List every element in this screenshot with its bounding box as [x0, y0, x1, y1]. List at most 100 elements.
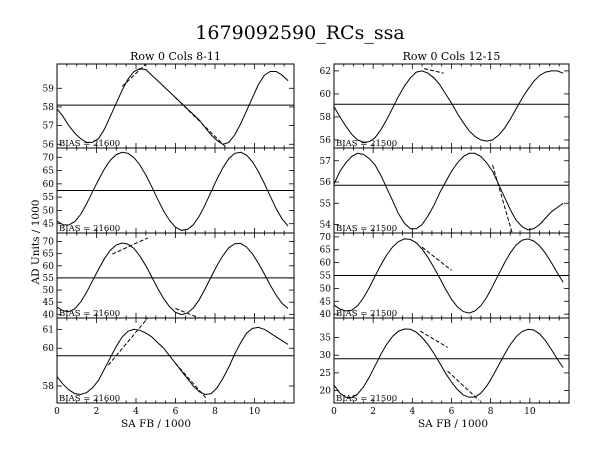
y-tick-label: 70	[320, 233, 332, 243]
x-tick-label: 10	[524, 407, 536, 417]
fit-line-dashed	[421, 246, 452, 271]
series-group	[334, 68, 564, 143]
figure-title: 1679092590_RCs_ssa	[195, 22, 404, 44]
y-tick-label: 55	[43, 193, 55, 203]
y-tick-label: 56	[43, 140, 55, 150]
y-tick-label: 62	[320, 67, 331, 77]
series-group	[57, 318, 289, 400]
y-tick-label: 50	[43, 206, 55, 216]
panel-frame	[56, 63, 295, 149]
series-group	[57, 64, 289, 148]
chart-panel-left-3: 40 45 50 55 60 65 70 BIAS = 21600	[43, 232, 295, 320]
y-axis-label: AD Units / 1000	[30, 200, 42, 286]
y-tick-label: 60	[320, 90, 332, 100]
y-tick-label: 60	[43, 262, 55, 272]
y-tick-label: 58	[43, 103, 55, 113]
series-group	[57, 237, 289, 318]
panel-frame	[333, 147, 570, 234]
panel-frame	[333, 63, 570, 149]
panel-subtitle: Row 0 Cols 12-15	[403, 50, 501, 63]
fit-line-dashed	[423, 68, 444, 74]
y-tick-label: 25	[320, 369, 332, 379]
y-tick-label: 55	[320, 272, 332, 282]
y-tick-label: 50	[43, 286, 55, 296]
x-axis-label-right: SA FB / 1000	[418, 418, 488, 430]
series-group	[57, 151, 289, 231]
chart-panel-right-4: 0 2 4 6 8 10 20 25 30 35 BIAS = 21500	[320, 317, 570, 417]
data-line	[57, 326, 289, 396]
y-tick-label: 55	[43, 274, 55, 284]
x-tick-label: 0	[331, 407, 337, 417]
fit-line-dashed	[112, 237, 149, 255]
panel-frame	[56, 232, 295, 319]
fit-line-dashed	[121, 64, 147, 87]
series-group	[334, 152, 564, 233]
x-axis-label-left: SA FB / 1000	[121, 418, 191, 430]
fit-line-dashed	[492, 164, 513, 233]
y-tick-label: 40	[320, 310, 332, 320]
bias-label: BIAS = 21600	[59, 224, 120, 234]
y-tick-label: 35	[320, 333, 332, 343]
x-tick-label: 8	[488, 407, 494, 417]
y-tick-label: 50	[320, 284, 332, 294]
y-tick-label: 58	[320, 113, 332, 123]
x-tick-label: 6	[173, 407, 179, 417]
data-line	[334, 238, 564, 314]
x-tick-label: 4	[133, 407, 139, 417]
series-group	[334, 328, 564, 401]
y-tick-label: 45	[320, 297, 332, 307]
y-tick-label: 57	[320, 157, 332, 167]
x-tick-label: 8	[212, 407, 218, 417]
y-tick-label: 70	[43, 238, 55, 248]
x-tick-label: 0	[54, 407, 60, 417]
y-tick-label: 59	[43, 84, 55, 94]
y-tick-label: 55	[320, 199, 332, 209]
y-tick-label: 65	[43, 167, 55, 177]
x-tick-label: 2	[370, 407, 376, 417]
chart-panel-right-3: 40 45 50 55 60 65 70 BIAS = 21500	[320, 232, 570, 320]
chart-panel-left-4: 0 2 4 6 8 10 58 60 61 BIAS = 21600	[43, 317, 295, 417]
fit-line-dashed	[175, 308, 200, 318]
y-tick-label: 60	[43, 344, 55, 354]
x-tick-label: 2	[94, 407, 100, 417]
x-tick-label: 4	[409, 407, 415, 417]
data-line	[334, 152, 564, 231]
y-tick-label: 61	[43, 325, 54, 335]
bias-label: BIAS = 21500	[336, 394, 397, 404]
bias-label: BIAS = 21500	[336, 224, 397, 234]
y-tick-label: 60	[43, 180, 55, 190]
y-tick-label: 54	[320, 221, 332, 231]
data-line	[57, 242, 289, 316]
x-tick-label: 6	[449, 407, 455, 417]
data-line	[334, 70, 564, 143]
chart-panel-left-2: 45 50 55 60 65 70 BIAS = 21600	[43, 147, 295, 234]
chart-panel-left-1: 56 57 58 59 BIAS = 21600 Row 0 Cols 8-11	[43, 50, 295, 150]
y-tick-label: 58	[43, 382, 55, 392]
y-tick-label: 60	[320, 259, 332, 269]
y-tick-label: 56	[320, 136, 332, 146]
series-group	[334, 238, 564, 314]
data-line	[334, 328, 564, 399]
y-tick-label: 57	[43, 122, 55, 132]
panel-frame	[333, 317, 570, 404]
fit-line-dashed	[419, 330, 448, 348]
fit-line-dashed	[447, 370, 480, 401]
panel-subtitle: Row 0 Cols 8-11	[130, 50, 221, 63]
chart-panel-right-1: 56 58 60 62 BIAS = 21500 Row 0 Cols 12-15	[320, 50, 570, 149]
y-tick-label: 65	[43, 250, 55, 260]
panel-frame	[56, 317, 295, 404]
fit-line-dashed	[107, 318, 149, 366]
fit-line-dashed	[175, 362, 208, 400]
y-tick-label: 30	[320, 351, 332, 361]
y-tick-label: 40	[43, 310, 55, 320]
y-tick-label: 65	[320, 246, 332, 256]
y-tick-label: 45	[43, 220, 55, 230]
bias-label: BIAS = 21500	[336, 309, 397, 319]
bias-label: BIAS = 21600	[59, 309, 120, 319]
y-tick-label: 20	[320, 387, 332, 397]
data-line	[57, 68, 289, 145]
y-tick-label: 70	[43, 153, 55, 163]
bias-label: BIAS = 21600	[59, 394, 120, 404]
